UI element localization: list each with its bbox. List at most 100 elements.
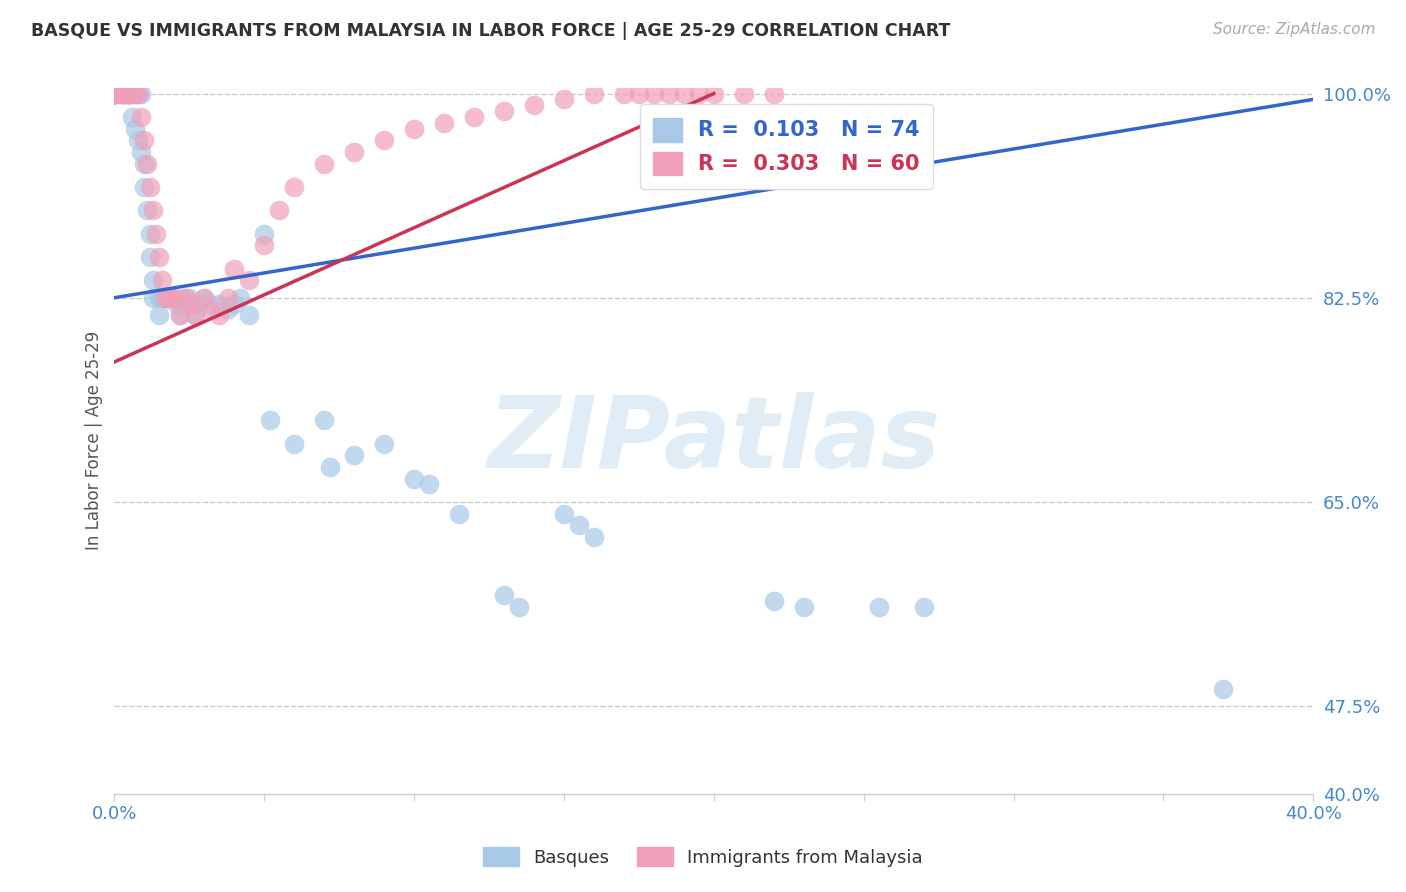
Point: [103, 87, 125, 101]
Point: [131, 87, 153, 101]
Point: [148, 308, 170, 322]
Point: [134, 179, 156, 194]
Legend: Basques, Immigrants from Malaysia: Basques, Immigrants from Malaysia: [475, 840, 931, 874]
Point: [166, 296, 188, 310]
Point: [103, 87, 125, 101]
Point: [115, 87, 138, 101]
Point: [124, 121, 146, 136]
Point: [373, 436, 395, 450]
Point: [553, 507, 575, 521]
Point: [224, 296, 246, 310]
Point: [373, 133, 395, 147]
Point: [115, 87, 138, 101]
Point: [103, 87, 125, 101]
Point: [582, 87, 605, 101]
Point: [283, 179, 305, 194]
Point: [103, 87, 125, 101]
Point: [508, 599, 530, 614]
Point: [217, 291, 239, 305]
Point: [118, 87, 141, 101]
Point: [103, 87, 125, 101]
Point: [103, 87, 125, 101]
Point: [269, 203, 291, 218]
Point: [112, 87, 135, 101]
Point: [208, 308, 231, 322]
Point: [115, 87, 138, 101]
Point: [404, 121, 426, 136]
Point: [184, 308, 207, 322]
Point: [238, 308, 260, 322]
Point: [172, 291, 194, 305]
Point: [142, 203, 165, 218]
Point: [103, 87, 125, 101]
Point: [131, 110, 153, 124]
Point: [200, 302, 222, 317]
Point: [314, 156, 336, 170]
Point: [103, 87, 125, 101]
Point: [553, 92, 575, 106]
Point: [643, 87, 665, 101]
Point: [762, 594, 785, 608]
Point: [112, 87, 135, 101]
Point: [124, 87, 146, 101]
Point: [253, 227, 276, 241]
Point: [103, 87, 125, 101]
Point: [523, 98, 546, 112]
Point: [733, 87, 755, 101]
Point: [868, 599, 890, 614]
Point: [449, 507, 471, 521]
Point: [492, 588, 515, 602]
Point: [136, 156, 159, 170]
Point: [103, 87, 125, 101]
Legend: R =  0.103   N = 74, R =  0.303   N = 60: R = 0.103 N = 74, R = 0.303 N = 60: [640, 104, 934, 189]
Point: [157, 291, 180, 305]
Point: [793, 599, 815, 614]
Point: [253, 238, 276, 252]
Point: [492, 103, 515, 118]
Point: [103, 87, 125, 101]
Point: [134, 133, 156, 147]
Point: [259, 413, 281, 427]
Point: [418, 477, 440, 491]
Point: [193, 291, 215, 305]
Point: [118, 87, 141, 101]
Point: [150, 291, 173, 305]
Point: [127, 87, 149, 101]
Point: [103, 87, 125, 101]
Point: [229, 291, 252, 305]
Point: [179, 291, 201, 305]
Point: [187, 296, 209, 310]
Point: [142, 291, 165, 305]
Point: [179, 296, 201, 310]
Point: [155, 291, 177, 305]
Point: [121, 87, 143, 101]
Point: [139, 250, 162, 264]
Text: ZIPatlas: ZIPatlas: [488, 392, 941, 489]
Point: [163, 291, 186, 305]
Point: [148, 250, 170, 264]
Point: [688, 87, 710, 101]
Point: [169, 308, 191, 322]
Point: [110, 87, 132, 101]
Point: [208, 296, 231, 310]
Point: [463, 110, 485, 124]
Point: [627, 87, 650, 101]
Point: [176, 291, 198, 305]
Point: [103, 87, 125, 101]
Point: [118, 87, 141, 101]
Point: [238, 273, 260, 287]
Point: [433, 116, 456, 130]
Point: [343, 448, 366, 462]
Point: [103, 87, 125, 101]
Point: [124, 87, 146, 101]
Point: [142, 273, 165, 287]
Point: [200, 296, 222, 310]
Point: [139, 227, 162, 241]
Point: [703, 87, 725, 101]
Point: [150, 273, 173, 287]
Point: [134, 156, 156, 170]
Point: [110, 87, 132, 101]
Point: [148, 291, 170, 305]
Point: [912, 599, 935, 614]
Point: [283, 436, 305, 450]
